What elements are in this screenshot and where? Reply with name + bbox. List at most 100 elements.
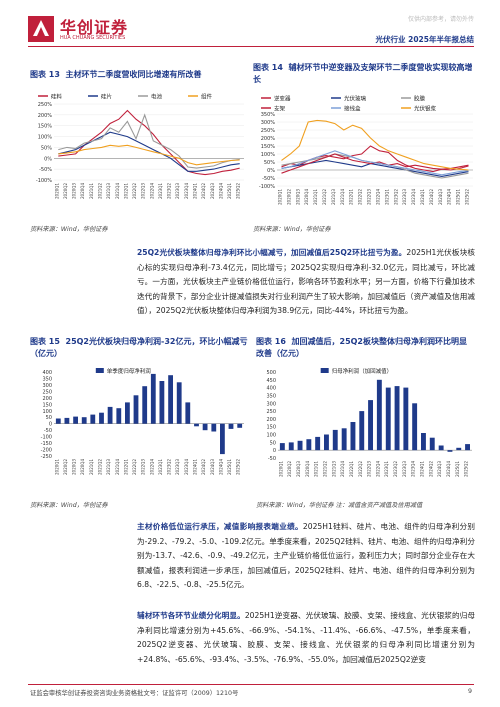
- fig16-xtick-label: 2020Q1: [278, 461, 283, 477]
- fig14-legend-label: 光伏银浆: [414, 105, 437, 113]
- fig15-ytick-label: -150: [41, 441, 52, 447]
- fig13-xtick-label: 2024Q1: [193, 183, 198, 199]
- fig15-bar: [116, 408, 122, 424]
- fig15-xtick-label: 2022Q3: [141, 459, 146, 475]
- footer-divider: [28, 684, 474, 685]
- fig16-xtick-label: 2022Q1: [349, 461, 354, 477]
- fig16-ytick-label: 0: [273, 448, 276, 454]
- fig14-xtick-label: 2024Q1: [420, 189, 425, 205]
- fig16-xtick-label: 2025Q1: [455, 461, 460, 477]
- fig14-legend-label: 逆变器: [274, 95, 291, 103]
- fig15-bar: [99, 412, 104, 424]
- fig15-bar: [211, 423, 217, 432]
- fig16-xtick-label: 2021Q3: [331, 461, 336, 477]
- fig15-ytick-label: 400: [42, 370, 52, 376]
- fig15-xtick-label: 2021Q2: [98, 459, 103, 475]
- fig14-xtick-label: 2022Q1: [349, 189, 354, 205]
- fig15-source: 资料来源：Wind，华创证券: [30, 502, 108, 509]
- fig15-xtick-label: 2024Q1: [193, 459, 198, 475]
- fig15-bar: [228, 423, 234, 429]
- fig14-ytick-label: 50%: [264, 160, 275, 166]
- fig16-bar: [394, 386, 400, 451]
- fig14-ytick-label: 250%: [261, 128, 276, 134]
- fig14-xtick-label: 2024Q3: [438, 189, 443, 205]
- fig13-ytick-label: 150%: [38, 124, 53, 130]
- fig15-ytick-label: -100: [41, 435, 52, 441]
- fig15-ytick-label: -200: [41, 448, 52, 454]
- fig14-xtick-label: 2023Q1: [384, 189, 389, 205]
- fig14-series-line-6: [281, 119, 469, 171]
- fig14-xtick-label: 2025Q2: [465, 189, 470, 205]
- fig13-ytick-label: 100%: [38, 135, 53, 141]
- fig14-xtick-label: 2022Q2: [358, 189, 363, 205]
- fig15-bar: [150, 373, 156, 424]
- fig14-xtick-label: 2023Q4: [411, 189, 416, 205]
- fig16-bar: [368, 400, 373, 451]
- fig15-bar: [107, 406, 113, 424]
- fig16-xtick-label: 2021Q2: [323, 461, 328, 477]
- fig16-bar: [456, 447, 462, 451]
- fig13-xtick-label: 2021Q2: [98, 183, 103, 199]
- fig15-bar: [64, 417, 70, 424]
- fig14-series-line-2: [281, 159, 469, 177]
- fig14-ytick-label: 350%: [261, 112, 276, 118]
- paragraph-main-materials: 主材价格低位运行承压，减值影响报表端业绩。2025H1硅料、硅片、电池、组件的归…: [137, 520, 475, 593]
- fig15-xtick-label: 2023Q3: [175, 459, 180, 475]
- fig13-legend-label: 组件: [201, 93, 213, 101]
- fig15-bar: [90, 414, 96, 424]
- fig16-bar: [385, 387, 391, 451]
- fig13-xtick-label: 2023Q1: [158, 183, 163, 199]
- fig16-xtick-label: 2024Q2: [428, 461, 433, 477]
- paragraph-aux-materials-lead: 辅材环节各环节业绩分化明显。: [137, 611, 245, 620]
- fig15-xtick-label: 2020Q2: [63, 459, 68, 475]
- fig14-xtick-label: 2021Q4: [340, 189, 345, 205]
- fig16-xtick-label: 2021Q4: [340, 461, 345, 477]
- fig15-xtick-label: 2022Q2: [132, 459, 137, 475]
- report-title: 光伏行业 2025年半年报总结: [375, 35, 475, 44]
- fig14-xtick-label: 2023Q2: [393, 189, 398, 205]
- fig16-bar: [297, 440, 303, 451]
- paragraph-net-profit-body: 2025H1光伏板块核心标的实现归母净利-73.4亿元，同比增亏；2025Q2实…: [137, 248, 475, 316]
- fig14-xtick-label: 2020Q4: [304, 189, 309, 205]
- fig14-ytick-label: -100%: [259, 184, 275, 190]
- fig13-legend-label: 硅片: [101, 93, 112, 101]
- fig13-chart: 硅料 硅片 电池 组件250%200%150%100%50%0%-50%-100%20…: [36, 93, 244, 199]
- fig16-ytick-label: 500: [266, 370, 276, 376]
- fig13-series-line-2: [58, 131, 240, 172]
- fig15-xtick-label: 2020Q4: [80, 459, 85, 475]
- fig15-bar: [81, 417, 87, 424]
- company-logo: 华创证券 HUA CHUANG SECURITIES: [28, 14, 138, 46]
- header-divider: [28, 46, 474, 47]
- fig15-legend-swatch: [95, 368, 104, 373]
- fig13-label: 图表 13: [30, 70, 60, 79]
- fig13-xtick-label: 2025Q1: [227, 183, 232, 199]
- fig13-xtick-label: 2020Q4: [80, 183, 85, 199]
- fig14-legend-label: 接线盒: [344, 105, 361, 113]
- fig15-xtick-label: 2022Q4: [149, 459, 154, 475]
- fig15-bar: [55, 418, 61, 424]
- fig15-bar: [220, 423, 225, 455]
- fig16-xtick-label: 2022Q4: [375, 461, 380, 477]
- brand-name-cn: 华创证券: [60, 18, 129, 37]
- fig15-bar: [73, 416, 78, 424]
- fig13-xtick-label: 2023Q2: [167, 183, 172, 199]
- fig13-xtick-label: 2020Q1: [54, 183, 59, 199]
- fig16-source: 资料来源：Wind，华创证券 注：减值含资产减值及信用减值: [256, 502, 423, 509]
- fig15-ytick-label: 250: [42, 389, 52, 395]
- fig16-xtick-label: 2023Q2: [393, 461, 398, 477]
- fig14-title: 图表 14 辅材环节中逆变器及支架环节二季度营收实现较高增长: [253, 62, 475, 86]
- fig16-ytick-label: 350: [266, 393, 276, 399]
- fig14-legend-label: 胶膜: [414, 95, 426, 103]
- fig14-ytick-label: 150%: [261, 144, 276, 150]
- fig16-legend-swatch: [320, 368, 329, 373]
- fig16-xtick-label: 2023Q4: [411, 461, 416, 477]
- fig16-bar: [288, 442, 294, 451]
- fig16-ytick-label: 400: [266, 386, 276, 392]
- fig13-xtick-label: 2022Q2: [132, 183, 137, 199]
- fig15-xtick-label: 2024Q4: [218, 459, 223, 475]
- fig16-bar: [376, 379, 382, 451]
- fig15-bar: [168, 375, 173, 424]
- fig16-ytick-label: 450: [266, 378, 276, 384]
- fig14-xtick-label: 2024Q2: [429, 189, 434, 205]
- fig14-source: 资料来源：Wind，华创证券: [253, 226, 331, 233]
